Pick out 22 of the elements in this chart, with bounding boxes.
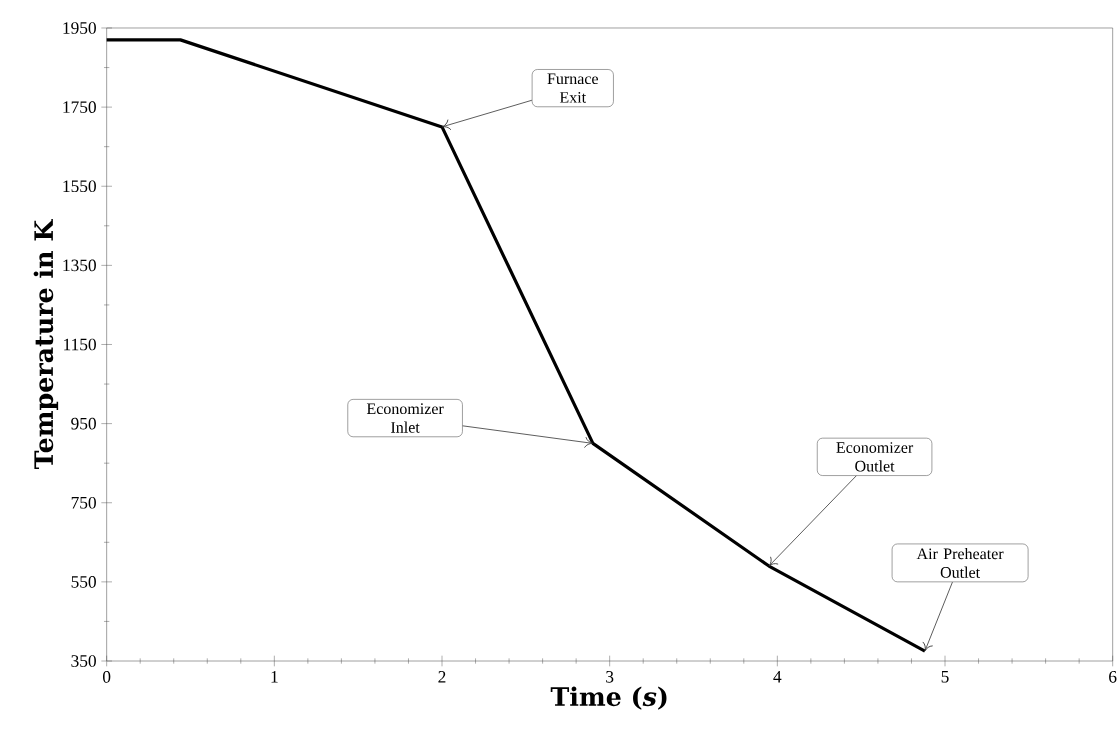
- x-tick-label: 3: [606, 671, 614, 683]
- y-tick-label: 350: [71, 655, 96, 667]
- annotation: Air Preheater Outlet: [916, 547, 1004, 578]
- x-tick-label: 2: [438, 671, 446, 683]
- x-axis-title: Time (s): [550, 686, 667, 710]
- x-tick-label: 4: [773, 671, 782, 683]
- annotation: Furnace Exit: [547, 73, 598, 103]
- y-tick-label: 1350: [63, 259, 96, 272]
- annotation: Economizer Outlet: [836, 442, 914, 472]
- x-tick-label: 1: [271, 671, 278, 683]
- y-tick-label: 750: [71, 496, 96, 509]
- y-axis-title: Temperature in K: [33, 218, 59, 470]
- y-tick-label: 550: [71, 576, 96, 588]
- y-tick-label: 1150: [64, 338, 96, 351]
- x-tick-label: 5: [941, 671, 949, 683]
- y-tick-label: 1950: [63, 22, 96, 34]
- y-tick-label: 1750: [63, 101, 96, 113]
- x-tick-label: 0: [103, 671, 111, 683]
- y-tick-label: 950: [71, 417, 96, 430]
- y-tick-label: 1550: [63, 180, 96, 193]
- x-tick-label: 6: [1109, 671, 1117, 683]
- annotation: Economizer Inlet: [366, 403, 444, 433]
